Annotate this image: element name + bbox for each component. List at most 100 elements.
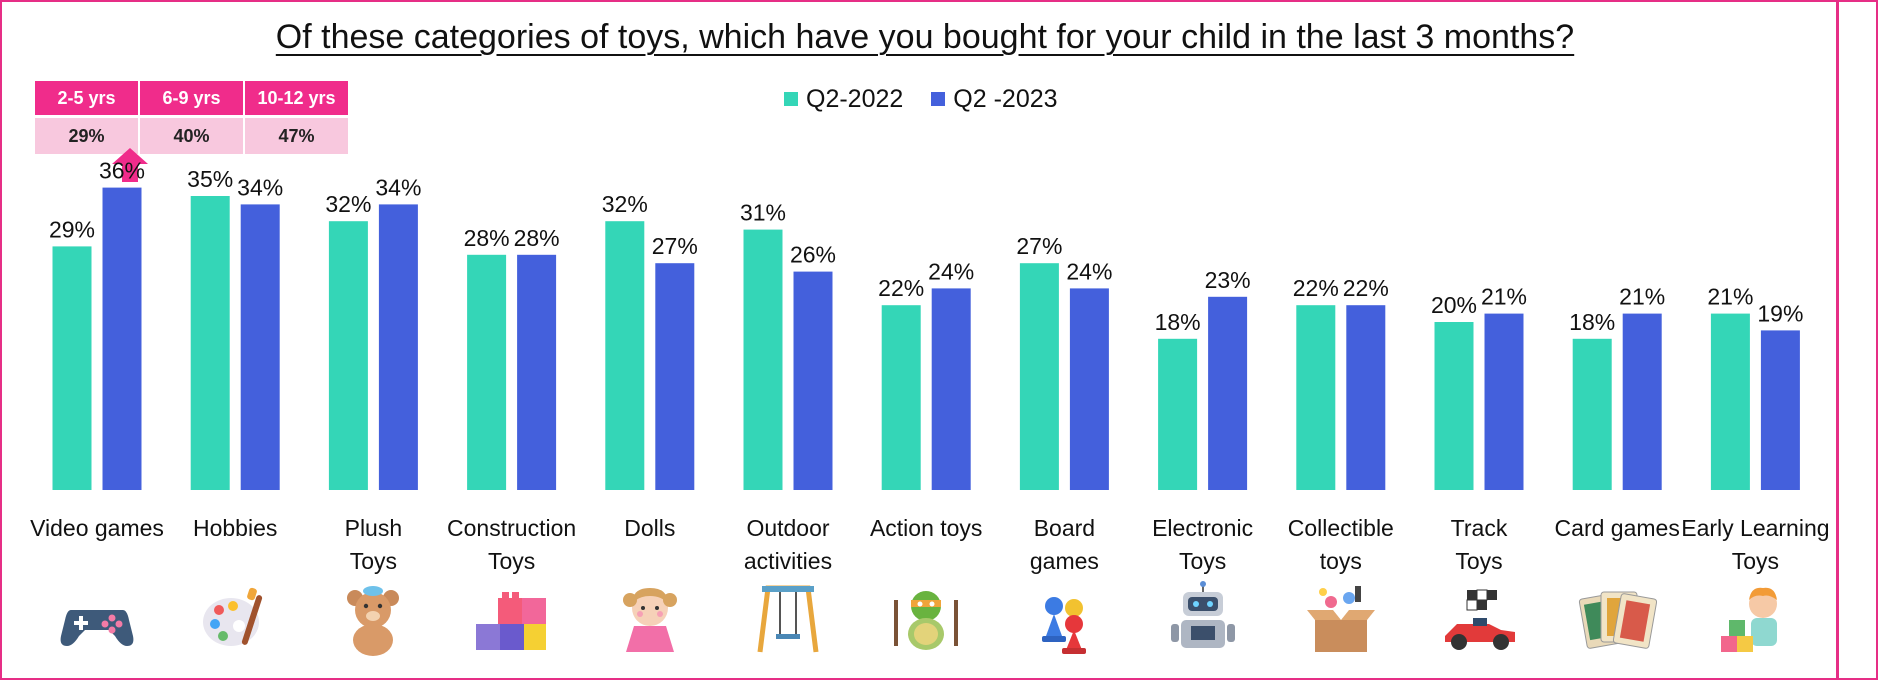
category-label-line: Hobbies [192,515,278,541]
category-label-line: Toys [349,548,398,574]
category-label-line: activities [743,548,833,574]
board-game-pawns-icon [1024,580,1104,660]
robot-icon [1163,580,1243,660]
category-label-early-learning-toys: Early Learning Toys [1680,512,1830,578]
data-label-card-games-q2-2023: 21% [1619,284,1665,310]
category-label-line: toys [1319,548,1362,574]
race-car-icon [1439,580,1519,660]
age-value-10-12: 47% [245,115,348,154]
toy-box-icon [1301,580,1381,660]
category-label-line: Outdoor [746,515,830,541]
bar-chart: 29%36% 35% 34%32%34%28% 28%32%27%31%26%22%2… [49,158,1803,490]
category-label-track-toys: Track Toys [1404,512,1554,578]
category-label-line: Toys [487,548,536,574]
legend: Q2-2022 Q2 -2023 [784,82,1058,116]
bar-construction-toys-q2-2022 [467,254,507,490]
category-label-line: Electronic [1152,515,1254,541]
data-label-collectible-toys-q2-2023: 22% [1343,275,1389,301]
category-label-line: Board [1033,515,1096,541]
category-label-line: games [1029,548,1099,574]
legend-item-q2-2022: Q2-2022 [784,85,903,114]
up-arrow-icon [112,148,148,182]
legend-swatch-q2-2023 [931,92,946,106]
bar-action-toys-q2-2023 [931,288,971,490]
data-label-action-toys-q2-2022: 22% [878,275,924,301]
category-label-line: Toys [1731,548,1780,574]
bar-plush-toys-q2-2022 [328,221,368,490]
category-label-line: Toys [1455,548,1503,574]
teddy-bear-icon [333,580,413,660]
category-label-video-games: Video games [22,512,172,545]
age-value-2-5: 29% [35,115,138,154]
category-label-outdoor-activities: Outdoor activities [713,512,863,578]
playing-cards-icon [1577,580,1658,660]
bar-outdoor-activities-q2-2022 [743,229,783,490]
category-label-board-games: Board games [989,512,1139,578]
category-label-hobbies: Hobbies [160,512,310,545]
data-label-early-learning-toys-q2-2023: 19% [1757,300,1803,326]
bar-action-toys-q2-2022 [881,305,921,490]
category-label-line: Video games [30,515,164,541]
data-label-plush-toys-q2-2022: 32% [325,191,371,217]
chart-title: Of these categories of toys, which have … [275,18,1575,56]
category-label-collectible-toys: Collectible toys [1266,512,1416,578]
data-label-plush-toys-q2-2023: 34% [375,174,421,200]
data-label-early-learning-toys-q2-2022: 21% [1707,284,1753,310]
bar-outdoor-activities-q2-2023 [793,271,833,490]
bar-board-games-q2-2023 [1069,288,1109,490]
data-label-electronic-toys-q2-2023: 23% [1205,267,1251,293]
age-value-6-9: 40% [140,115,243,154]
category-label-construction-toys: Construction Toys [437,512,587,578]
bar-hobbies-q2-2023 [240,204,280,490]
legend-swatch-q2-2022 [784,92,798,106]
legend-label-q2-2022: Q2-2022 [806,84,904,113]
category-label-line: Collectible [1287,515,1394,541]
bar-dolls-q2-2022 [605,221,645,490]
gamepad-icon [57,580,137,660]
data-label-electronic-toys-q2-2022: 18% [1155,309,1201,335]
age-header-6-9: 6-9 yrs [140,81,243,115]
category-label-line: Track [1450,515,1508,541]
frame-right-rule [1836,0,1839,680]
legend-item-q2-2023: Q2 -2023 [931,84,1058,114]
data-label-action-toys-q2-2023: 24% [928,258,974,284]
data-label-outdoor-activities-q2-2023: 26% [790,242,836,268]
paint-palette-icon [195,580,275,660]
turtle-action-figure-icon [886,580,966,660]
bar-video-games-q2-2022 [52,246,92,490]
bar-collectible-toys-q2-2022 [1296,305,1336,490]
data-label-board-games-q2-2022: 27% [1016,233,1062,259]
bar-construction-toys-q2-2023 [517,254,557,490]
bar-electronic-toys-q2-2023 [1208,296,1248,490]
bar-hobbies-q2-2022 [190,196,230,490]
bar-dolls-q2-2023 [655,263,695,490]
category-label-line: Early Learning [1681,515,1830,541]
category-label-plush-toys: Plush Toys [298,512,448,578]
data-label-board-games-q2-2023: 24% [1066,258,1112,284]
bar-collectible-toys-q2-2023 [1346,305,1386,490]
legend-label-q2-2023: Q2 -2023 [953,84,1058,113]
category-label-line: Dolls [624,515,676,541]
age-header-10-12: 10-12 yrs [245,81,348,115]
swing-icon [748,580,828,660]
bar-track-toys-q2-2022 [1434,322,1474,490]
age-breakdown-table: 2-5 yrs 6-9 yrs 10-12 yrs 29% 40% 47% [33,81,350,154]
category-label-action-toys: Action toys [851,512,1001,545]
data-label-construction-toys-q2-2023: 28% [514,225,560,251]
data-label-collectible-toys-q2-2022: 22% [1293,275,1339,301]
bar-track-toys-q2-2023 [1484,313,1524,490]
bar-electronic-toys-q2-2022 [1158,338,1198,490]
bar-video-games-q2-2023 [102,187,142,490]
category-label-electronic-toys: Electronic Toys [1128,512,1278,578]
age-value-row: 29% 40% 47% [35,115,348,154]
bar-plush-toys-q2-2023 [378,204,418,490]
data-label-dolls-q2-2022: 32% [602,191,648,217]
category-label-line: Toys [1178,548,1227,574]
bar-early-learning-toys-q2-2023 [1760,330,1800,490]
age-header-2-5: 2-5 yrs [35,81,138,115]
bar-early-learning-toys-q2-2022 [1710,313,1750,490]
doll-icon [610,580,690,660]
age-header-row: 2-5 yrs 6-9 yrs 10-12 yrs [35,81,348,115]
building-blocks-icon [472,580,552,660]
